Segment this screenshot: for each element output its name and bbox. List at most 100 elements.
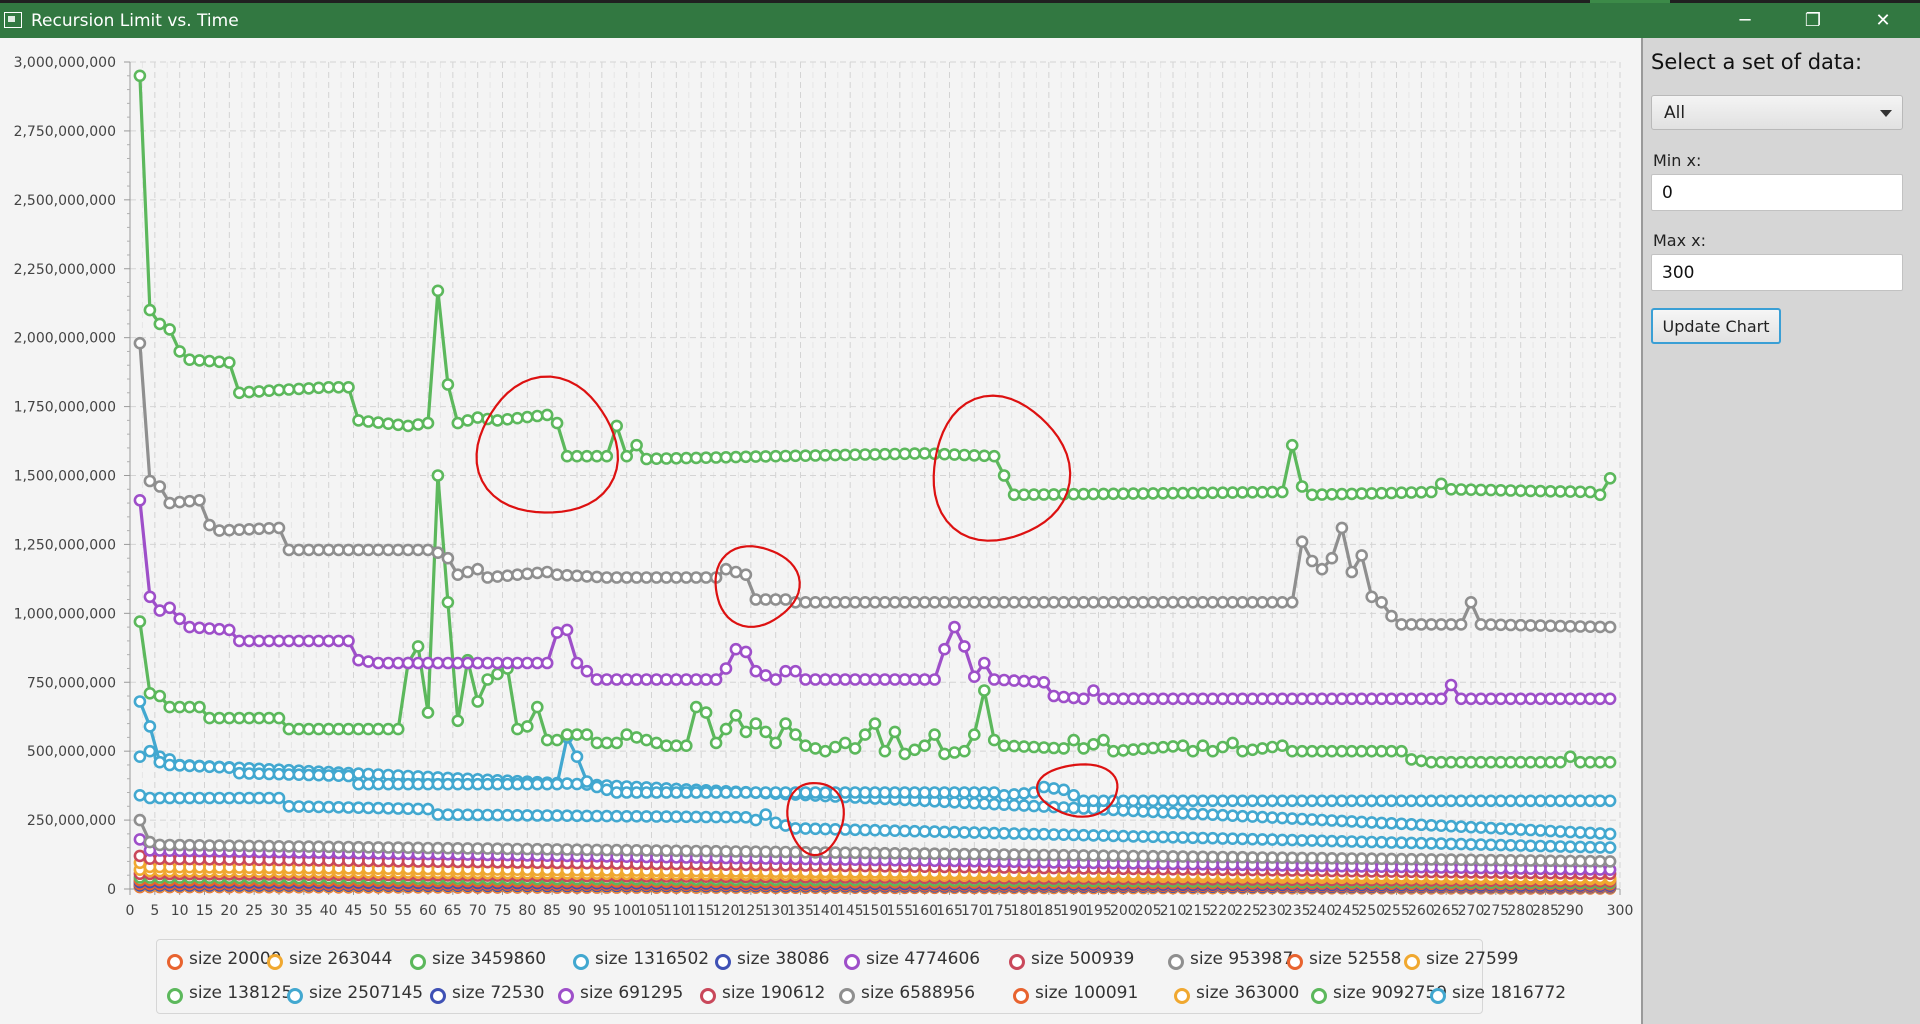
data-point <box>868 595 882 609</box>
data-point <box>511 568 524 582</box>
data-point <box>153 604 167 617</box>
data-point <box>421 777 435 791</box>
legend-label: size 4774606 <box>866 949 981 969</box>
data-point <box>1146 794 1160 808</box>
data-point <box>977 595 991 609</box>
data-point <box>1534 692 1547 706</box>
data-point <box>1156 849 1170 863</box>
x-tick-label: 285 <box>1532 903 1559 919</box>
data-point <box>1236 692 1249 706</box>
data-point <box>828 448 842 462</box>
red-annotation-circle <box>714 545 801 628</box>
legend-swatch <box>1430 988 1446 1004</box>
data-point <box>1484 692 1498 706</box>
min-x-input[interactable] <box>1651 174 1903 211</box>
data-point <box>411 777 425 791</box>
minimize-button[interactable]: ─ <box>1710 3 1780 38</box>
max-x-input[interactable] <box>1651 254 1903 291</box>
data-point <box>779 664 792 678</box>
data-point <box>610 786 624 799</box>
data-point <box>1484 853 1498 867</box>
data-point <box>1007 848 1021 861</box>
y-tick-label: 1,750,000,000 <box>14 400 116 416</box>
data-point <box>719 450 733 464</box>
data-point <box>1405 692 1418 706</box>
data-point <box>461 414 475 427</box>
data-point <box>1266 794 1279 808</box>
data-point <box>1256 833 1269 846</box>
data-point <box>1593 755 1607 769</box>
data-point <box>1375 692 1388 706</box>
data-point <box>1554 840 1567 853</box>
data-point <box>163 700 176 714</box>
data-point <box>411 418 425 431</box>
data-point <box>242 839 256 853</box>
data-point <box>679 810 693 824</box>
data-point <box>1345 835 1359 848</box>
data-point <box>1385 609 1398 623</box>
data-point <box>1345 565 1359 579</box>
legend-label: size 20000 <box>189 949 282 969</box>
data-point <box>1554 825 1567 838</box>
data-point <box>669 571 683 584</box>
update-chart-button[interactable]: Update Chart <box>1651 308 1781 344</box>
data-point <box>1067 801 1080 815</box>
title-bar[interactable]: Recursion Limit vs. Time ─ ❐ ✕ <box>0 3 1920 38</box>
restore-button[interactable]: ❐ <box>1778 3 1848 38</box>
data-point <box>1047 741 1061 755</box>
data-point <box>1514 755 1527 769</box>
data-point <box>1166 486 1180 500</box>
data-point <box>1067 733 1080 747</box>
data-point <box>1285 595 1299 609</box>
data-point <box>1156 805 1170 819</box>
x-tick-label: 170 <box>961 903 988 919</box>
data-point <box>1494 838 1508 852</box>
data-point <box>1454 837 1468 851</box>
data-point <box>1593 692 1607 706</box>
data-point <box>1107 487 1120 501</box>
data-point <box>203 711 216 725</box>
data-point <box>292 722 306 736</box>
data-point <box>689 844 703 858</box>
data-point <box>669 739 683 753</box>
data-point <box>1375 486 1388 500</box>
data-point <box>918 739 932 753</box>
x-tick-label: 245 <box>1333 903 1360 919</box>
data-point <box>630 786 643 799</box>
data-point <box>1117 595 1130 609</box>
data-point <box>928 673 941 686</box>
data-point <box>1603 794 1617 808</box>
data-point <box>987 733 1001 747</box>
data-point <box>709 451 723 464</box>
x-tick-label: 220 <box>1209 903 1236 919</box>
data-point <box>1335 834 1349 848</box>
data-point <box>1534 755 1547 769</box>
data-point <box>1156 595 1170 609</box>
data-point <box>1146 692 1160 706</box>
legend-swatch <box>558 988 574 1004</box>
data-point <box>600 736 614 750</box>
data-point <box>1564 692 1577 706</box>
data-point <box>1434 794 1448 808</box>
data-point <box>1127 830 1140 843</box>
data-point <box>1216 740 1229 754</box>
data-point <box>242 767 256 780</box>
dataset-dropdown[interactable]: All <box>1651 95 1903 130</box>
data-point <box>1514 484 1527 498</box>
data-point <box>878 786 892 799</box>
data-point <box>818 673 832 686</box>
close-button[interactable]: ✕ <box>1848 3 1918 38</box>
series-size-1316502 <box>133 788 1617 854</box>
data-point <box>1295 744 1309 758</box>
data-point <box>1206 692 1219 706</box>
data-point <box>1077 742 1090 755</box>
data-point <box>640 733 653 747</box>
data-point <box>769 816 783 830</box>
data-point <box>1117 744 1130 757</box>
data-point <box>739 845 753 858</box>
data-point <box>709 844 723 858</box>
data-point <box>987 797 1001 811</box>
data-point <box>173 700 186 714</box>
data-point <box>1156 830 1170 844</box>
data-point <box>1375 744 1388 758</box>
